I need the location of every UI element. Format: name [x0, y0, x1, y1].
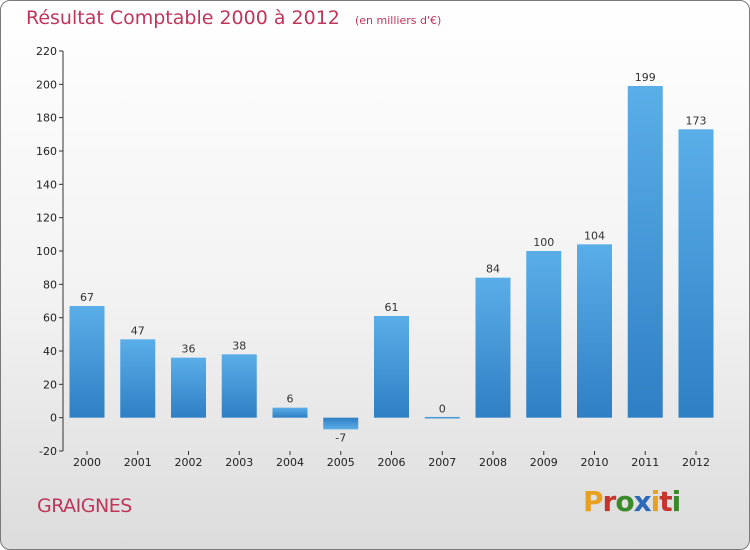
logo-letter: r: [602, 485, 617, 518]
x-tick-label: 2011: [631, 456, 659, 469]
bar-2002: [171, 357, 206, 418]
data-label: 199: [635, 71, 656, 84]
chart-title-row: Résultat Comptable 2000 à 2012 (en milli…: [26, 7, 441, 29]
bar-2003: [221, 354, 257, 418]
y-tick-label: 120: [36, 212, 57, 225]
y-tick-label: 200: [36, 78, 57, 91]
y-tick-label: -20: [39, 445, 57, 458]
bar-2000: [69, 306, 105, 418]
data-label: 38: [232, 339, 246, 352]
bar-2010: [577, 244, 612, 418]
y-tick-label: 100: [36, 245, 57, 258]
x-tick-label: 2006: [378, 456, 406, 469]
logo-letter: o: [615, 485, 634, 518]
bar-2008: [475, 277, 511, 418]
logo-letter: i: [671, 485, 682, 518]
data-label: 100: [533, 236, 554, 249]
logo-letter: i: [650, 485, 661, 518]
bar-2004: [272, 407, 308, 418]
x-tick-label: 2000: [73, 456, 101, 469]
y-tick-label: 220: [36, 45, 57, 58]
commune-name: GRAIGNES: [37, 495, 132, 517]
x-tick-label: 2012: [682, 456, 710, 469]
x-tick-label: 2002: [175, 456, 203, 469]
x-tick-label: 2003: [225, 456, 253, 469]
x-tick-label: 2009: [530, 456, 558, 469]
y-tick-label: 60: [43, 312, 57, 325]
y-tick-label: 140: [36, 178, 57, 191]
logo-letter: t: [659, 485, 672, 518]
y-tick-label: 80: [43, 278, 57, 291]
bar-2001: [120, 339, 156, 418]
data-label: 67: [80, 291, 94, 304]
y-tick-label: 40: [43, 345, 57, 358]
chart-title: Résultat Comptable 2000 à 2012: [26, 7, 340, 29]
chart-subtitle: (en milliers d'€): [354, 14, 442, 27]
bar-2011: [627, 86, 663, 418]
logo-letter: x: [633, 485, 652, 518]
data-label: -7: [335, 431, 346, 444]
x-tick-label: 2007: [428, 456, 456, 469]
x-tick-label: 2004: [276, 456, 304, 469]
x-tick-label: 2010: [581, 456, 609, 469]
bar-2005: [323, 417, 359, 430]
bar-2012: [678, 129, 714, 418]
data-label: 47: [131, 324, 145, 337]
bar-2006: [374, 316, 409, 418]
y-tick-label: 160: [36, 145, 57, 158]
proxiti-logo: Proxiti: [583, 485, 682, 518]
data-label: 104: [584, 229, 605, 242]
logo-letter: P: [583, 485, 604, 518]
y-tick-label: 180: [36, 112, 57, 125]
x-tick-label: 2001: [124, 456, 152, 469]
y-tick-label: 0: [50, 412, 57, 425]
data-label: 173: [686, 114, 707, 127]
data-label: 36: [182, 343, 196, 356]
data-label: 0: [439, 403, 446, 416]
x-tick-label: 2008: [479, 456, 507, 469]
data-label: 84: [486, 263, 500, 276]
bar-2009: [526, 251, 562, 418]
data-label: 61: [385, 301, 399, 314]
y-tick-label: 20: [43, 378, 57, 391]
x-tick-label: 2005: [327, 456, 355, 469]
bar-2007: [424, 416, 460, 419]
data-label: 6: [287, 393, 294, 406]
